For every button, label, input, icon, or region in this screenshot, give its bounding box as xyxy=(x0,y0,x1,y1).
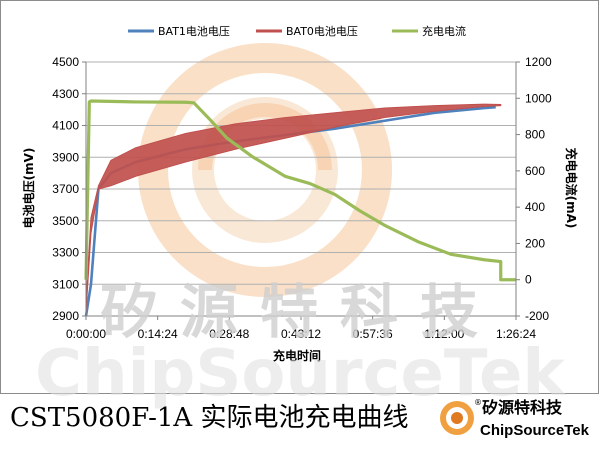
logo-registered-mark: ® xyxy=(474,398,482,407)
y-left-tick-label: 3500 xyxy=(52,214,79,228)
x-tick-label: 0:28:48 xyxy=(209,327,249,341)
y-left-tick-label: 3900 xyxy=(52,150,79,164)
legend-label: BAT1电池电压 xyxy=(158,25,230,38)
legend: BAT1电池电压 BAT0电池电压 充电电流 xyxy=(128,24,466,38)
y-left-tick-label: 4100 xyxy=(52,119,79,133)
x-axis-title: 充电时间 xyxy=(273,348,321,363)
y-right-tick-label: 600 xyxy=(525,164,545,178)
watermark-text-cn: 矽源特科技 xyxy=(100,278,500,346)
y-left-tick-label: 4300 xyxy=(52,87,79,101)
series-layer xyxy=(84,99,516,317)
x-tick-label: 1:26:24 xyxy=(496,327,536,341)
logo-name-cn: 矽源特科技 xyxy=(482,398,563,417)
legend-label: 充电电流 xyxy=(422,24,466,38)
figure-caption: CST5080F-1A 实际电池充电曲线 xyxy=(10,403,408,433)
y-right-tick-label: 1200 xyxy=(525,55,552,69)
x-tick-label: 0:00:00 xyxy=(66,327,106,341)
watermark-text-en: ChipSourceTek xyxy=(35,337,566,411)
x-tick-label: 0:57:36 xyxy=(353,327,393,341)
brand-logo: ® 矽源特科技 ChipSourceTek xyxy=(440,398,590,439)
y-left-tick-label: 2900 xyxy=(52,309,79,323)
series-line-current xyxy=(84,99,516,282)
y-left-tick-label: 3700 xyxy=(52,182,79,196)
y-right-tick-label: 1000 xyxy=(525,91,552,105)
y-left-tick-label: 4500 xyxy=(52,55,79,69)
y-left-tick-label: 3300 xyxy=(52,246,79,260)
legend-label: BAT0电池电压 xyxy=(286,25,358,38)
logo-name-en: ChipSourceTek xyxy=(480,422,590,439)
logo-icon-core xyxy=(451,412,463,424)
y-left-tick-label: 3100 xyxy=(52,277,79,291)
y-axis-right-title: 充电电流(mA) xyxy=(564,148,579,229)
x-tick-label: 0:14:24 xyxy=(138,327,178,341)
y-right-tick-label: 200 xyxy=(525,236,545,250)
x-tick-label: 0:43:12 xyxy=(281,327,321,341)
axes: 2900 3100 3300 3500 3700 3900 4100 4300 4500 -200… xyxy=(52,55,552,341)
y-axis-left-title: 电池电压(mV) xyxy=(21,148,36,229)
x-tick-label: 1:12:00 xyxy=(424,327,464,341)
series-band-bat0 xyxy=(85,103,502,313)
y-right-tick-label: 400 xyxy=(525,200,545,214)
y-right-tick-label: 800 xyxy=(525,128,545,142)
y-right-tick-label: -200 xyxy=(525,309,549,323)
y-right-tick-label: 0 xyxy=(525,273,532,287)
